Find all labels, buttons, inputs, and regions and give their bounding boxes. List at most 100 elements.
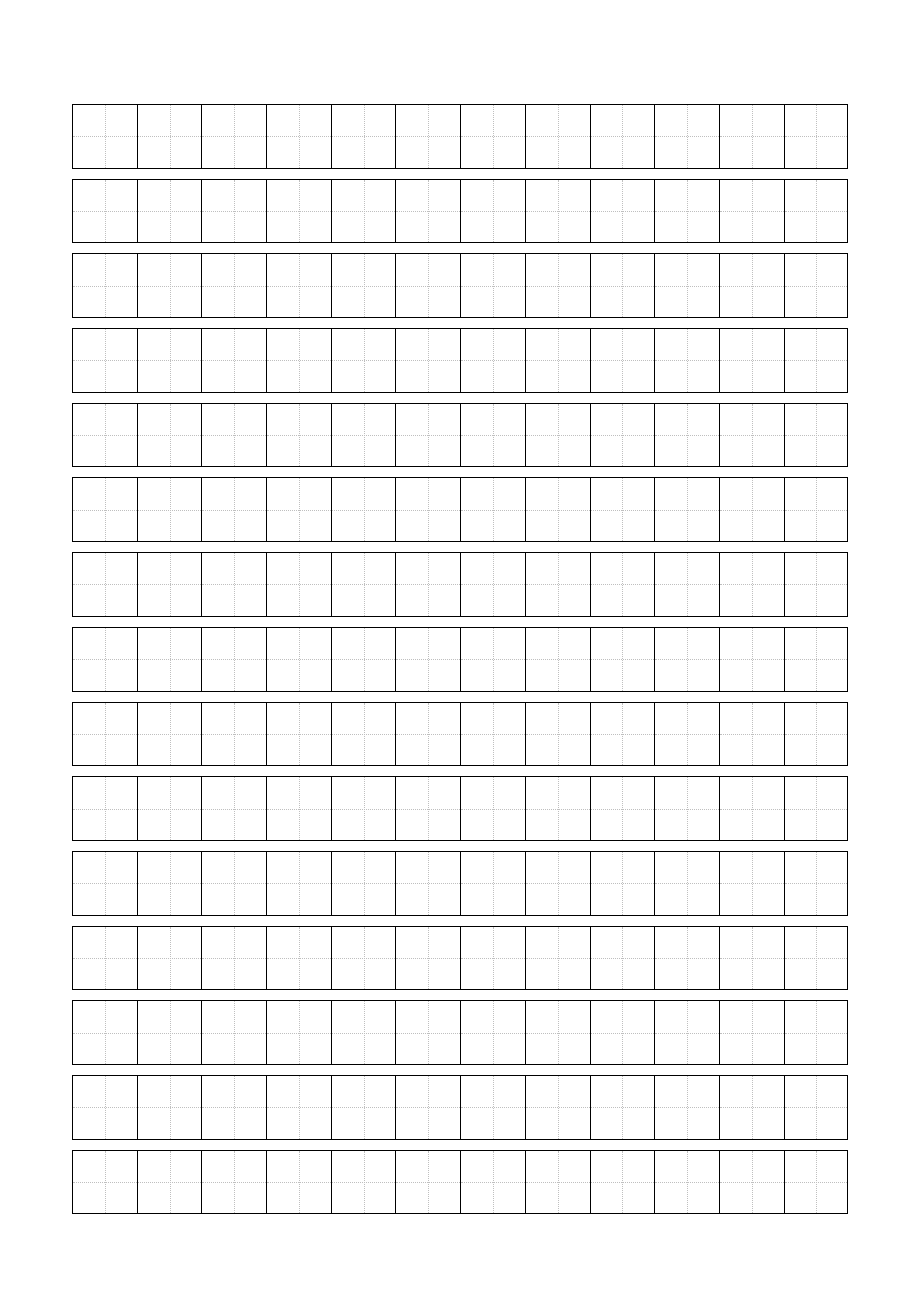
practice-cell [460, 627, 525, 692]
grid-row [72, 851, 848, 916]
grid-row [72, 1000, 848, 1065]
practice-cell [654, 1150, 719, 1215]
practice-cell [460, 328, 525, 393]
practice-cell [72, 552, 137, 617]
practice-cell [266, 1075, 331, 1140]
practice-cell [525, 1000, 590, 1065]
practice-cell [72, 477, 137, 542]
practice-cell [784, 328, 849, 393]
practice-cell [719, 627, 784, 692]
practice-cell [72, 627, 137, 692]
practice-cell [719, 403, 784, 468]
practice-cell [395, 403, 460, 468]
practice-cell [266, 328, 331, 393]
practice-cell [137, 1150, 202, 1215]
practice-cell [395, 104, 460, 169]
practice-cell [590, 253, 655, 318]
practice-cell [201, 851, 266, 916]
practice-cell [719, 926, 784, 991]
practice-cell [331, 179, 396, 244]
practice-cell [784, 104, 849, 169]
practice-cell [266, 104, 331, 169]
practice-cell [654, 926, 719, 991]
practice-cell [331, 1000, 396, 1065]
practice-cell [525, 328, 590, 393]
practice-cell [460, 776, 525, 841]
practice-cell [460, 552, 525, 617]
practice-cell [266, 627, 331, 692]
practice-cell [201, 1000, 266, 1065]
practice-cell [331, 104, 396, 169]
practice-cell [331, 851, 396, 916]
practice-cell [784, 776, 849, 841]
practice-cell [525, 403, 590, 468]
practice-cell [525, 1075, 590, 1140]
practice-cell [72, 179, 137, 244]
practice-cell [331, 1150, 396, 1215]
practice-cell [784, 702, 849, 767]
grid-row [72, 403, 848, 468]
practice-cell [784, 851, 849, 916]
practice-cell [784, 1000, 849, 1065]
practice-cell [72, 851, 137, 916]
practice-cell [460, 179, 525, 244]
grid-row [72, 253, 848, 318]
practice-cell [266, 253, 331, 318]
practice-cell [395, 1150, 460, 1215]
practice-cell [331, 702, 396, 767]
practice-cell [525, 552, 590, 617]
practice-cell [137, 926, 202, 991]
practice-cell [266, 851, 331, 916]
practice-cell [266, 1000, 331, 1065]
practice-cell [201, 179, 266, 244]
grid-row [72, 1150, 848, 1215]
practice-cell [201, 477, 266, 542]
practice-cell [590, 1000, 655, 1065]
practice-cell [460, 477, 525, 542]
practice-cell [331, 403, 396, 468]
practice-cell [590, 1150, 655, 1215]
practice-cell [72, 253, 137, 318]
practice-cell [137, 776, 202, 841]
grid-row [72, 627, 848, 692]
practice-cell [137, 477, 202, 542]
practice-cell [460, 1075, 525, 1140]
practice-cell [266, 776, 331, 841]
practice-cell [784, 179, 849, 244]
practice-cell [266, 1150, 331, 1215]
practice-cell [331, 627, 396, 692]
practice-cell [137, 253, 202, 318]
practice-cell [201, 328, 266, 393]
practice-cell [590, 477, 655, 542]
practice-cell [525, 627, 590, 692]
practice-cell [590, 552, 655, 617]
practice-cell [331, 926, 396, 991]
practice-cell [395, 1000, 460, 1065]
tianzige-grid [72, 104, 848, 1214]
practice-cell [201, 104, 266, 169]
practice-cell [137, 702, 202, 767]
practice-cell [784, 253, 849, 318]
practice-cell [654, 179, 719, 244]
practice-cell [590, 1075, 655, 1140]
grid-row [72, 552, 848, 617]
practice-cell [395, 253, 460, 318]
practice-cell [201, 926, 266, 991]
practice-cell [460, 403, 525, 468]
practice-cell [590, 403, 655, 468]
grid-row [72, 179, 848, 244]
grid-row [72, 926, 848, 991]
practice-cell [72, 1150, 137, 1215]
practice-cell [460, 851, 525, 916]
practice-cell [72, 1075, 137, 1140]
practice-cell [395, 179, 460, 244]
practice-cell [266, 403, 331, 468]
practice-cell [525, 477, 590, 542]
practice-cell [719, 851, 784, 916]
practice-cell [395, 851, 460, 916]
practice-cell [201, 702, 266, 767]
practice-cell [137, 1075, 202, 1140]
practice-cell [654, 552, 719, 617]
practice-cell [784, 1150, 849, 1215]
practice-cell [395, 552, 460, 617]
